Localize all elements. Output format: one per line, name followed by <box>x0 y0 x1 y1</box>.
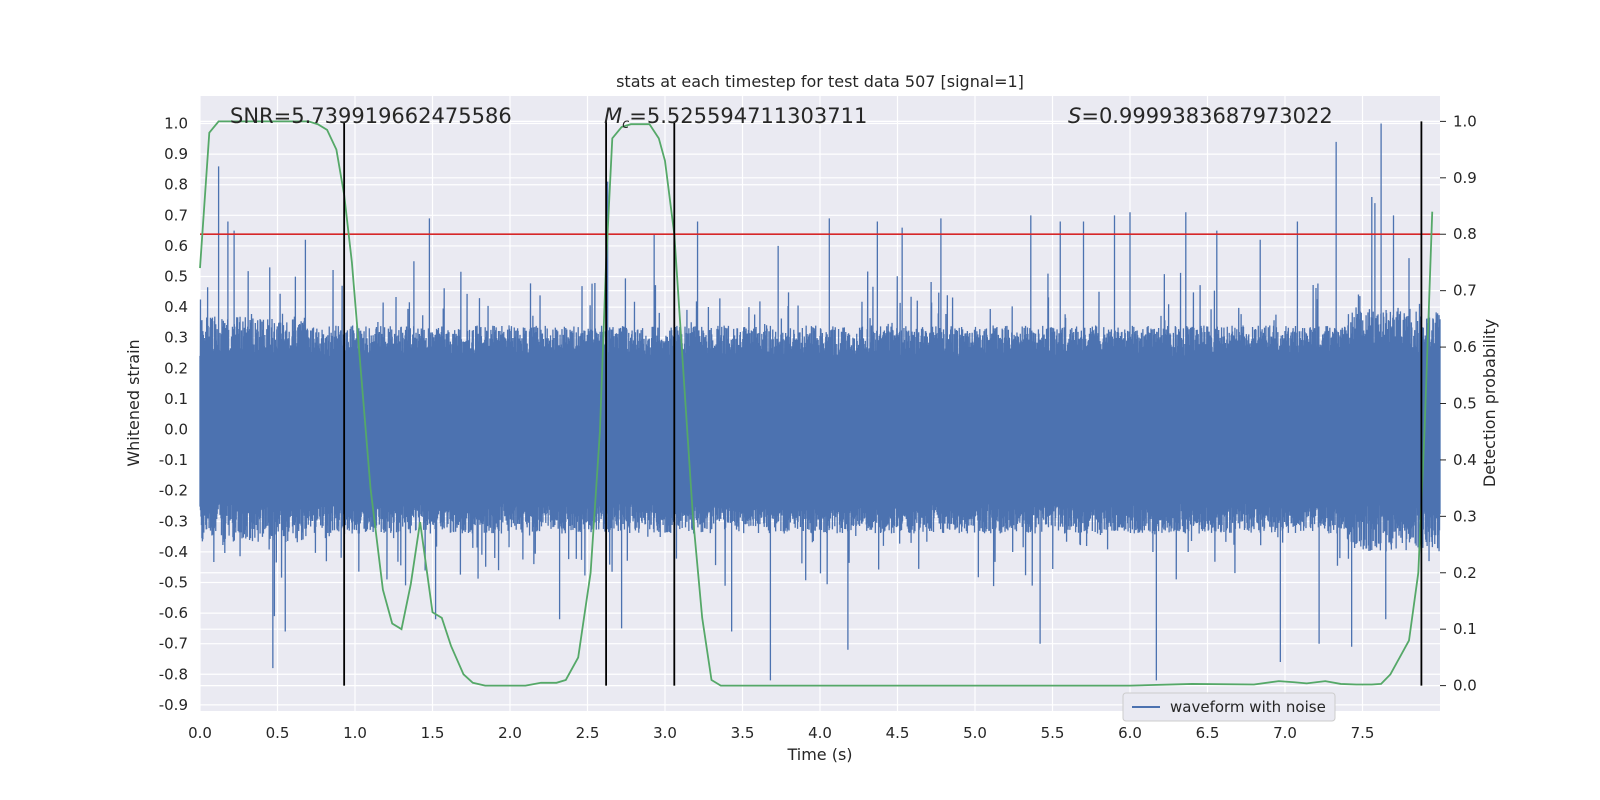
y-tick-label: 0.9 <box>164 145 188 163</box>
x-tick-label: 2.5 <box>576 724 600 742</box>
y-tick-label: -0.1 <box>159 451 188 469</box>
y2-tick-label: 0.2 <box>1453 564 1477 582</box>
x-tick-label: 3.0 <box>653 724 677 742</box>
x-tick-label: 6.5 <box>1196 724 1220 742</box>
y-tick-label: 0.2 <box>164 359 188 377</box>
x-tick-label: 1.0 <box>343 724 367 742</box>
x-tick-label: 2.0 <box>498 724 522 742</box>
s-annotation: S=0.9999383687973022 <box>1068 104 1333 128</box>
x-tick-label: 1.5 <box>421 724 445 742</box>
y-tick-label: 0.5 <box>164 268 188 286</box>
y-tick-label: -0.3 <box>159 512 188 530</box>
y2-tick-label: 0.3 <box>1453 507 1477 525</box>
x-tick-label: 4.5 <box>886 724 910 742</box>
waveform-line <box>199 123 1441 681</box>
x-tick-label: 4.0 <box>808 724 832 742</box>
y2-axis-label: Detection probability <box>1480 319 1499 487</box>
snr-annotation: SNR=5.739919662475586 <box>230 104 512 128</box>
legend-box <box>1122 692 1336 722</box>
y-tick-label: 0.3 <box>164 329 188 347</box>
x-tick-label: 5.5 <box>1041 724 1065 742</box>
s-symbol: S <box>1068 104 1081 128</box>
x-tick-label: 6.0 <box>1118 724 1142 742</box>
x-tick-label: 7.5 <box>1351 724 1375 742</box>
x-tick-label: 0.0 <box>188 724 212 742</box>
x-tick-label: 3.5 <box>731 724 755 742</box>
s-value: =0.9999383687973022 <box>1081 104 1332 128</box>
y-tick-label: 0.6 <box>164 237 188 255</box>
x-axis-label: Time (s) <box>786 745 852 764</box>
y2-tick-label: 0.1 <box>1453 620 1477 638</box>
x-tick-label: 7.0 <box>1273 724 1297 742</box>
chart-title: stats at each timestep for test data 507… <box>616 72 1024 91</box>
x-tick-label: 5.0 <box>963 724 987 742</box>
y-tick-labels: -0.9 -0.8 -0.7 -0.6 -0.5 -0.4 -0.3 -0.2 -0.1 0.0 0… <box>159 115 188 714</box>
y2-tick-label: 0.0 <box>1453 677 1477 695</box>
y2-tick-label: 0.4 <box>1453 451 1477 469</box>
legend: waveform with noise <box>1122 692 1336 722</box>
y2-tick-label: 0.9 <box>1453 169 1477 187</box>
chirp-mass-symbol: M <box>604 104 622 128</box>
y-tick-label: 0.7 <box>164 206 188 224</box>
y-tick-label: 0.4 <box>164 298 188 316</box>
chirp-mass-value: =5.525594711303711 <box>629 104 867 128</box>
y-tick-label: -0.9 <box>159 696 188 714</box>
detection-probability-line <box>199 120 1434 687</box>
y-tick-label: 0.1 <box>164 390 188 408</box>
y2-tick-label: 0.8 <box>1453 225 1477 243</box>
plot-area <box>199 120 1441 687</box>
y-tick-label: -0.6 <box>159 604 188 622</box>
chirp-mass-annotation: Mc=5.525594711303711 <box>604 104 867 132</box>
y-tick-label: -0.8 <box>159 665 188 683</box>
y2-tick-label: 1.0 <box>1453 112 1477 130</box>
legend-label: waveform with noise <box>1170 698 1326 716</box>
y2-tick-label: 0.7 <box>1453 282 1477 300</box>
chirp-mass-subscript: c <box>622 117 629 132</box>
y-axis-label: Whitened strain <box>124 339 143 466</box>
y-tick-label: -0.7 <box>159 635 188 653</box>
y2-tick-labels: 0.0 0.1 0.2 0.3 0.4 0.5 0.6 0.7 0.8 0.9 1.0 <box>1440 112 1477 695</box>
y-tick-label: -0.2 <box>159 482 188 500</box>
y-tick-label: 0.0 <box>164 421 188 439</box>
x-tick-labels: 0.0 0.5 1.0 1.5 2.0 2.5 3.0 3.5 4.0 4.5 5.0 5.5 6.0 6… <box>188 724 1374 742</box>
y-tick-label: -0.5 <box>159 573 188 591</box>
y-tick-label: 0.8 <box>164 176 188 194</box>
y2-tick-label: 0.5 <box>1453 395 1477 413</box>
x-tick-label: 0.5 <box>266 724 290 742</box>
y-tick-label: -0.4 <box>159 543 188 561</box>
y-tick-label: 1.0 <box>164 115 188 133</box>
y2-tick-label: 0.6 <box>1453 338 1477 356</box>
